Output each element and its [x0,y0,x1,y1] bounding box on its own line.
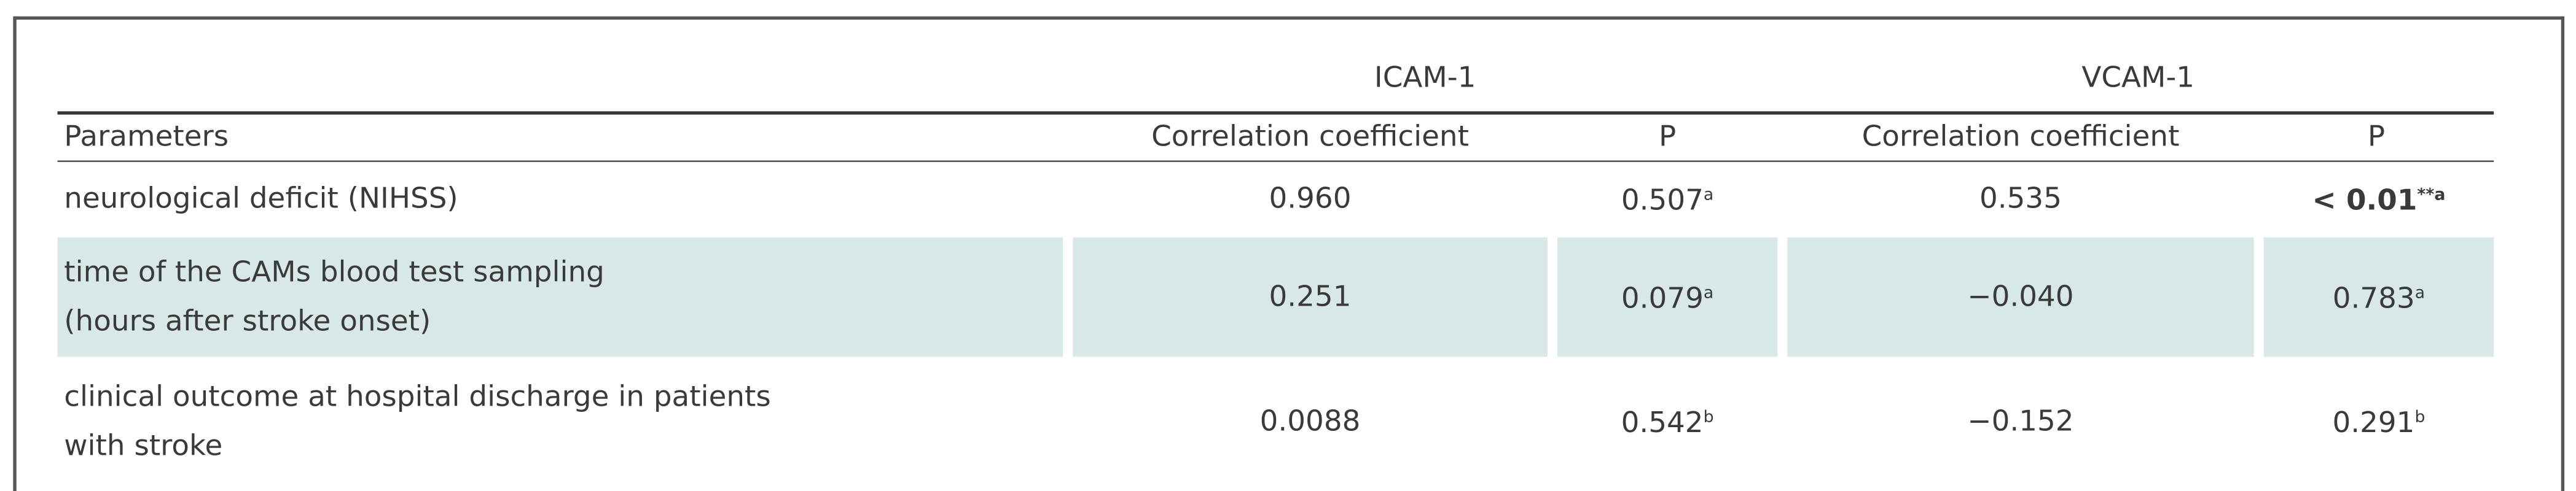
frame-left [13,16,16,491]
value-cell: −0.040 [1787,237,2254,357]
value-text: 0.251 [1269,280,1352,314]
value-line: < 0.01**a [2312,172,2445,226]
value-line: −0.152 [1967,397,2073,446]
value-line: 0.960 [1269,174,1351,223]
value-cell: 0.291b [2264,361,2494,481]
parameter-line: clinical outcome at hospital discharge i… [64,381,771,414]
value-text: 0.783 [2332,283,2415,316]
value-text: 0.507 [1621,185,1704,218]
value-cell: < 0.01**a [2264,164,2494,234]
value-cell: 0.507a [1557,164,1777,234]
frame-top [13,16,2563,19]
value-text: 0.291 [2332,408,2415,441]
value-text: −0.152 [1967,405,2074,438]
value-line: 0.079a [1621,270,1713,324]
parameter-cell: neurological deficit (NIHSS) [58,164,1063,234]
value-cell: 0.251 [1073,237,1548,357]
parameter-line: time of the CAMs blood test sampling [64,256,605,289]
value-line: 0.291b [2332,395,2425,449]
parameter-line: with stroke [64,430,223,463]
header-label: Correlation coefficient [1151,121,1469,154]
value-cell: 0.783a [2263,237,2494,357]
group-label: ICAM-1 [1374,62,1476,95]
parameter-cell: clinical outcome at hospital discharge i… [58,361,1063,481]
parameter-line: (hours after stroke onset) [64,305,431,338]
value-line: 0.251 [1269,273,1351,322]
header-label: Parameters [64,121,229,154]
value-text: 0.079 [1621,283,1704,316]
value-cell: 0.542b [1557,361,1777,481]
value-line: 0.542b [1621,395,1714,449]
footnote-mark: b [1703,409,1714,428]
footnote-mark: b [2414,409,2425,428]
header-label: P [1658,121,1677,154]
parameter-line: neurological deficit (NIHSS) [64,182,458,215]
value-cell: 0.960 [1073,164,1548,234]
header-label: Correlation coefficient [1862,121,2180,154]
column-header: P [2259,115,2494,161]
footnote-mark: a [1703,187,1714,205]
column-header: Correlation coefficient [1068,115,1552,161]
body-rule [57,160,2494,163]
footnote-mark: a [2414,285,2425,303]
column-header: Correlation coefficient [1782,115,2258,161]
group-header: VCAM-1 [1782,49,2494,108]
header-rule [57,111,2494,115]
value-cell: 0.535 [1787,164,2253,234]
value-cell: 0.0088 [1073,361,1548,481]
value-text: 0.960 [1269,182,1352,215]
value-text: 0.542 [1621,408,1704,441]
value-line: 0.783a [2333,270,2425,324]
header-label: P [2367,121,2386,154]
frame-right [2561,16,2564,491]
value-line: 0.0088 [1260,397,1361,446]
value-line: −0.040 [1967,273,2073,322]
column-header: Parameters [58,115,1068,161]
parameter-cell: time of the CAMs blood test sampling (hou… [57,237,1063,357]
value-text: < 0.01 [2312,185,2417,218]
value-text: 0.535 [1979,182,2062,215]
value-text: 0.0088 [1259,405,1361,438]
group-header: ICAM-1 [1068,49,1782,108]
value-line: 0.535 [1979,174,2062,223]
column-header: P [1552,115,1782,161]
value-cell: 0.079a [1557,237,1778,357]
value-text: −0.040 [1967,280,2074,314]
group-label: VCAM-1 [2081,62,2195,95]
footnote-mark: a [1703,285,1714,303]
value-cell: −0.152 [1787,361,2253,481]
value-line: 0.507a [1621,172,1713,226]
footnote-mark: **a [2417,187,2446,205]
